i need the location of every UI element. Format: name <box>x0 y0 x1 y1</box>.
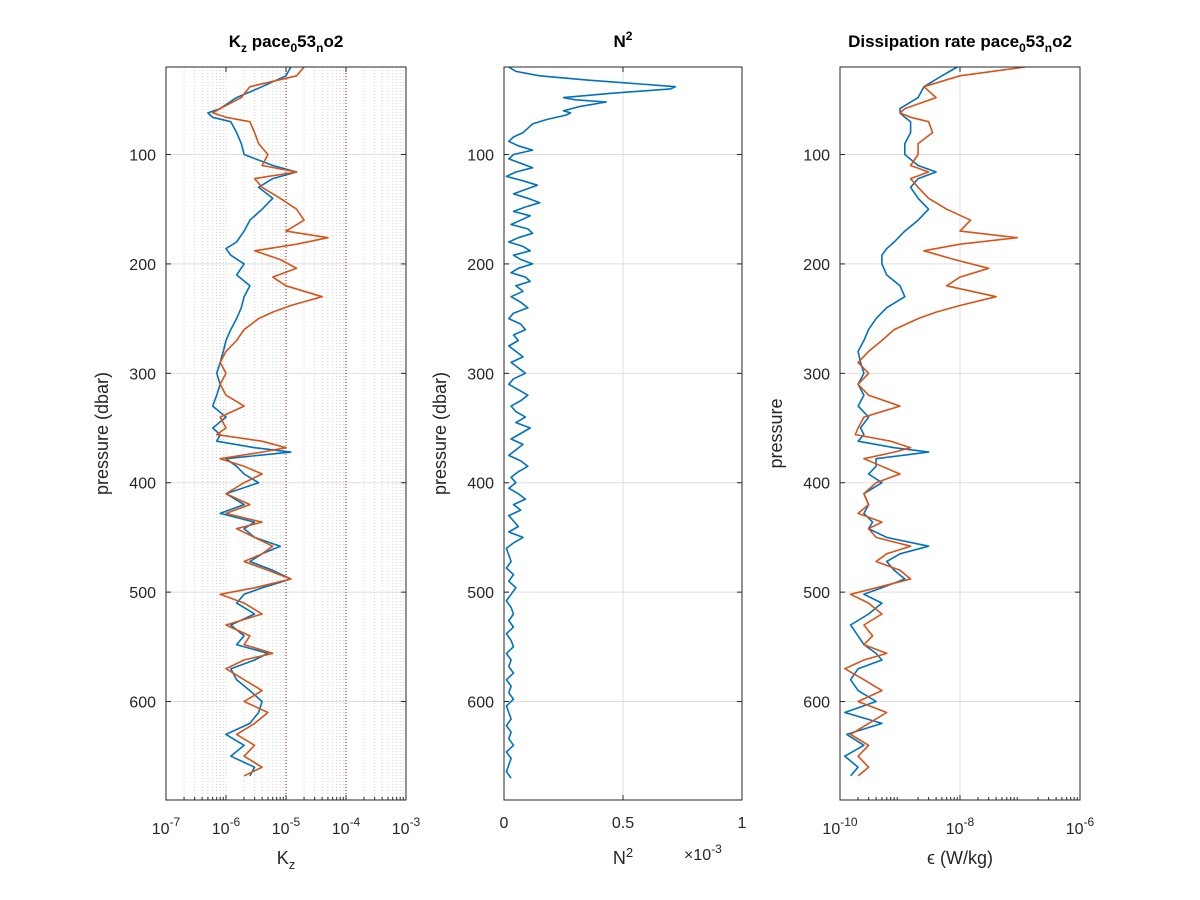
kz-x-tick-label: 10-4 <box>332 815 361 838</box>
kz-y-tick-label: 500 <box>129 585 156 602</box>
kz-title: Kz pace053no2 <box>229 32 344 55</box>
kz-reference-lines <box>285 67 347 800</box>
dissipation-title-mid: 53 <box>1026 32 1045 51</box>
kz-title-sub1: z <box>241 41 247 55</box>
kz-title-main: K <box>229 32 242 51</box>
dissipation-y-tick-label: 400 <box>803 476 830 493</box>
n2-x-tick-label: 1 <box>738 815 747 832</box>
n2-y-tick-label: 600 <box>467 695 494 712</box>
dissipation-x-tick-label: 10-8 <box>946 815 975 838</box>
n2-xlabel-main: N <box>613 848 626 868</box>
kz-xlabel-main: K <box>277 848 289 868</box>
kz-x-tick-label: 10-3 <box>392 815 421 838</box>
n2-exponent-power: -3 <box>711 842 722 856</box>
n2-x-tick-label: 0.5 <box>612 815 634 832</box>
dissipation-y-tick-label: 200 <box>803 257 830 274</box>
dissipation-x-tick-label: 10-6 <box>1066 815 1095 838</box>
dissipation-y-tick-label: 600 <box>803 695 830 712</box>
kz-title-mid: pace <box>247 32 290 51</box>
kz-x-tick-label: 10-7 <box>152 815 181 838</box>
n2-y-tick-label: 400 <box>467 476 494 493</box>
kz-y-tick-label: 100 <box>129 148 156 165</box>
kz-y-tick-label: 400 <box>129 476 156 493</box>
kz-title-end: o2 <box>323 32 343 51</box>
kz-x-tick-label: 10-5 <box>272 815 301 838</box>
kz-panel: 100 200 300 400 500 600 10-7 10-6 10-5 10-4 10-3 K… <box>92 32 421 872</box>
n2-exponent-label: ×10-3 <box>684 842 722 864</box>
dissipation-y-tick-label: 300 <box>803 366 830 383</box>
kz-x-tick-label: 10-6 <box>212 815 241 838</box>
dissipation-title: Dissipation rate pace053no2 <box>848 32 1072 55</box>
dissipation-series-2-line <box>843 66 1025 777</box>
kz-ylabel: pressure (dbar) <box>92 372 112 495</box>
n2-ylabel: pressure (dbar) <box>430 372 450 495</box>
n2-title: N2 <box>614 29 633 51</box>
dissipation-ticks: 100 200 300 400 500 600 10-10 10-8 10-6 <box>803 67 1095 838</box>
n2-xlabel-sup: 2 <box>626 845 633 860</box>
kz-ticks: 100 200 300 400 500 600 10-7 10-6 10-5 10-4 10-3 <box>129 67 421 838</box>
kz-y-tick-label: 200 <box>129 257 156 274</box>
kz-xlabel-sub: z <box>289 857 296 872</box>
dissipation-title-sub1: 0 <box>1019 41 1026 55</box>
dissipation-y-tick-label: 500 <box>803 585 830 602</box>
n2-y-tick-label: 200 <box>467 257 494 274</box>
kz-series-2-line <box>211 66 329 777</box>
kz-y-tick-label: 300 <box>129 366 156 383</box>
kz-xlabel: Kz <box>277 848 296 872</box>
dissipation-series-1-line <box>843 66 958 777</box>
dissipation-title-main: Dissipation rate pace <box>848 32 1019 51</box>
kz-title-sub2: 0 <box>290 41 297 55</box>
kz-series <box>207 66 329 777</box>
dissipation-x-tick-label: 10-10 <box>822 815 857 838</box>
dissipation-y-tick-label: 100 <box>803 148 830 165</box>
dissipation-title-sub2: n <box>1045 41 1052 55</box>
kz-title-mid2: 53 <box>297 32 316 51</box>
dissipation-title-end: o2 <box>1052 32 1072 51</box>
n2-ticks: 100 200 300 400 500 600 0 0.5 1 <box>467 67 747 832</box>
n2-exponent-prefix: ×10 <box>684 847 711 864</box>
kz-y-tick-label: 600 <box>129 695 156 712</box>
n2-series <box>505 66 677 779</box>
n2-title-main: N <box>614 32 626 51</box>
n2-series-1-line <box>505 66 677 779</box>
kz-title-sub3: n <box>316 41 323 55</box>
n2-y-tick-label: 300 <box>467 366 494 383</box>
dissipation-panel: 100 200 300 400 500 600 10-10 10-8 10-6 Dissipat… <box>766 32 1095 868</box>
n2-xlabel: N2 <box>613 845 633 868</box>
n2-x-tick-label: 0 <box>500 815 509 832</box>
dissipation-ylabel: pressure <box>766 398 786 468</box>
n2-y-tick-label: 100 <box>467 148 494 165</box>
dissipation-xlabel: ϵ (W/kg) <box>927 848 993 868</box>
dissipation-grid <box>839 67 1081 800</box>
dissipation-series <box>843 66 1025 777</box>
n2-grid <box>503 67 743 800</box>
n2-y-tick-label: 500 <box>467 585 494 602</box>
n2-title-sup: 2 <box>626 29 633 43</box>
